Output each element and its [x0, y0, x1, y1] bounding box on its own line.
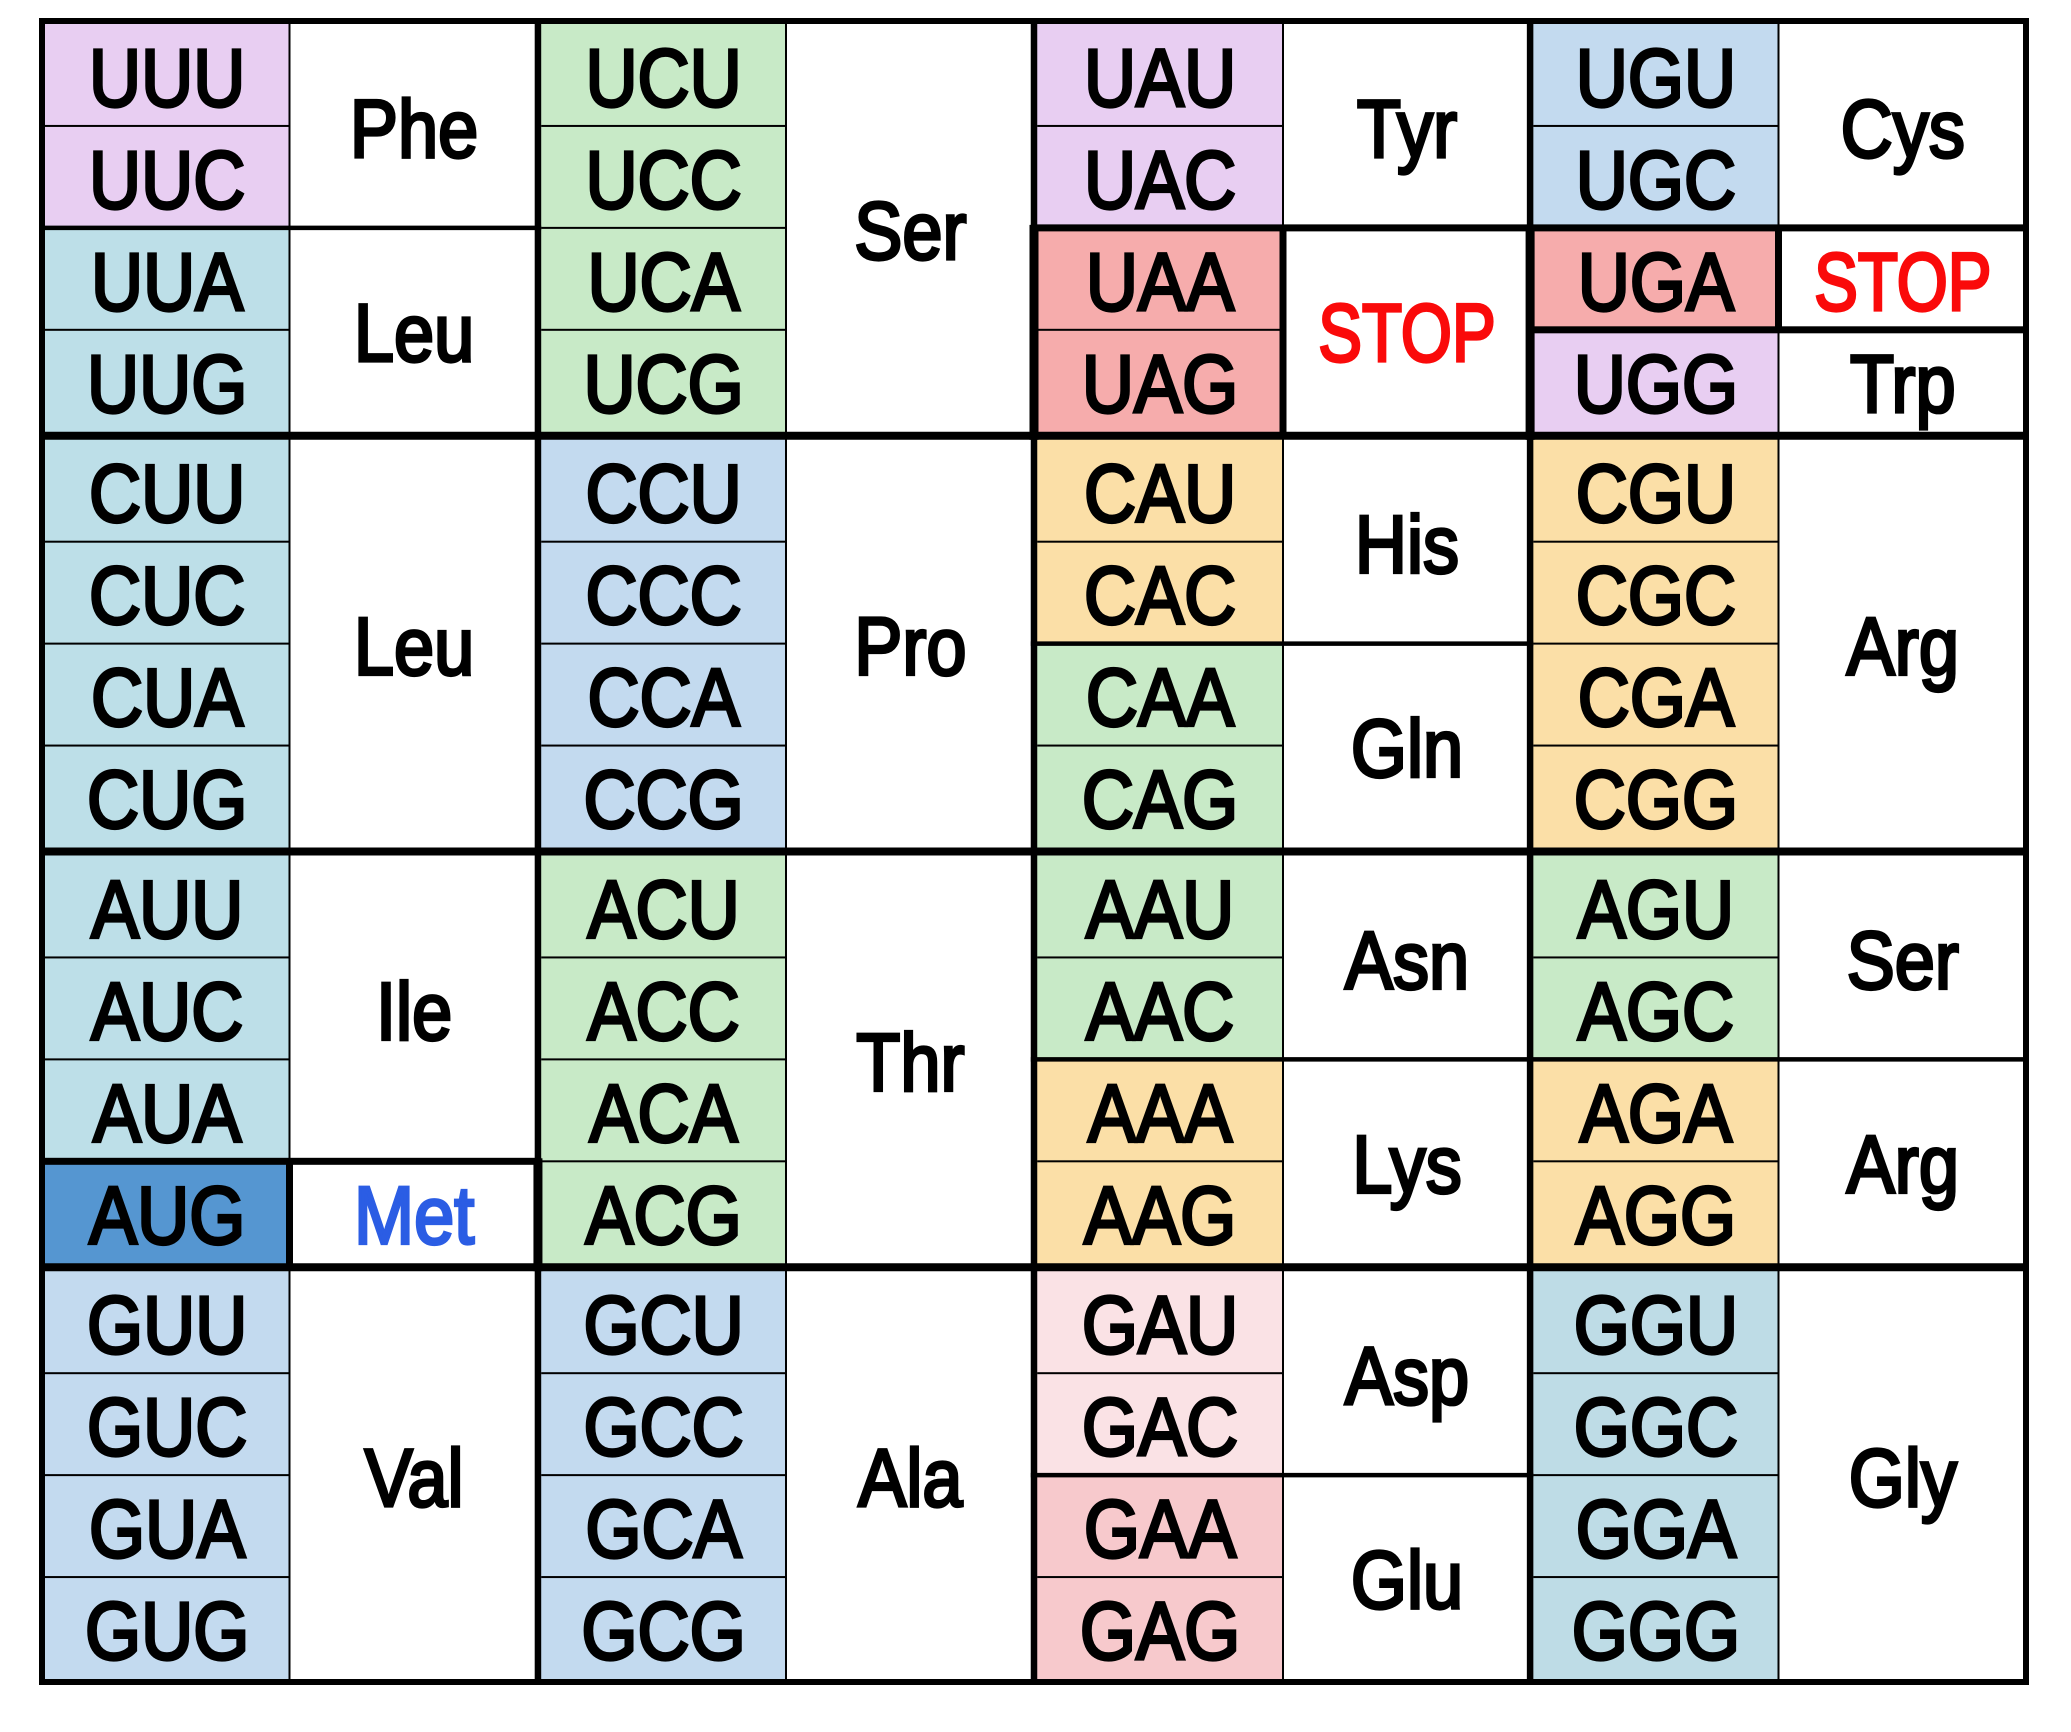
svg-text:Leu: Leu [354, 601, 474, 692]
svg-text:Lys: Lys [1352, 1119, 1462, 1210]
svg-text:Thr: Thr [856, 1017, 964, 1108]
svg-text:GAA: GAA [1084, 1484, 1237, 1575]
svg-text:UAA: UAA [1086, 237, 1235, 328]
svg-text:Arg: Arg [1847, 1119, 1959, 1210]
svg-text:CUU: CUU [89, 448, 245, 539]
svg-text:CUA: CUA [91, 652, 244, 743]
svg-text:AGA: AGA [1580, 1068, 1733, 1159]
svg-text:CGC: CGC [1576, 550, 1736, 641]
svg-text:Phe: Phe [350, 84, 478, 175]
svg-text:CAA: CAA [1086, 652, 1235, 743]
svg-text:Val: Val [365, 1433, 464, 1524]
svg-text:Glu: Glu [1351, 1535, 1463, 1626]
svg-text:UAC: UAC [1084, 135, 1236, 226]
svg-text:STOP: STOP [1318, 287, 1495, 379]
svg-text:ACG: ACG [585, 1170, 741, 1261]
svg-text:Met: Met [354, 1170, 474, 1261]
svg-text:CCA: CCA [587, 652, 740, 743]
svg-text:Ser: Ser [1847, 915, 1959, 1006]
svg-text:GGU: GGU [1574, 1280, 1738, 1371]
svg-text:UAG: UAG [1082, 339, 1238, 430]
svg-text:CAC: CAC [1084, 550, 1236, 641]
svg-text:Gln: Gln [1351, 703, 1463, 794]
svg-text:His: His [1355, 499, 1459, 590]
svg-text:Ser: Ser [854, 186, 966, 277]
svg-text:AGC: AGC [1578, 966, 1734, 1057]
svg-text:AUC: AUC [91, 966, 243, 1057]
svg-text:AGU: AGU [1578, 864, 1734, 955]
svg-text:AUG: AUG [89, 1170, 245, 1261]
svg-text:STOP: STOP [1814, 236, 1991, 328]
svg-text:ACC: ACC [587, 966, 739, 1057]
svg-text:AUA: AUA [93, 1068, 242, 1159]
svg-text:ACU: ACU [587, 864, 739, 955]
svg-text:GUU: GUU [87, 1280, 247, 1371]
svg-text:Tyr: Tyr [1357, 84, 1457, 175]
svg-text:AAU: AAU [1086, 864, 1234, 955]
svg-text:AGG: AGG [1576, 1170, 1736, 1261]
svg-text:Ala: Ala [858, 1433, 962, 1524]
svg-text:UGA: UGA [1578, 237, 1735, 328]
svg-text:CAU: CAU [1084, 448, 1236, 539]
svg-text:GAC: GAC [1082, 1382, 1238, 1473]
svg-text:UAU: UAU [1084, 33, 1236, 124]
svg-text:Trp: Trp [1850, 339, 1956, 430]
svg-text:CAG: CAG [1082, 754, 1238, 845]
svg-text:Asp: Asp [1345, 1331, 1469, 1422]
svg-text:CGA: CGA [1578, 652, 1735, 743]
svg-text:GAG: GAG [1080, 1586, 1240, 1677]
svg-text:UCC: UCC [585, 135, 741, 226]
svg-text:UGG: UGG [1574, 339, 1738, 430]
svg-text:CGU: CGU [1576, 448, 1736, 539]
svg-text:GCU: GCU [583, 1280, 743, 1371]
svg-text:UUU: UUU [89, 33, 245, 124]
svg-text:UUA: UUA [91, 237, 244, 328]
svg-text:CCC: CCC [585, 550, 741, 641]
svg-text:CCG: CCG [583, 754, 743, 845]
svg-text:ACA: ACA [589, 1068, 738, 1159]
svg-text:GUC: GUC [87, 1382, 247, 1473]
svg-text:Cys: Cys [1841, 84, 1965, 175]
svg-text:GAU: GAU [1082, 1280, 1238, 1371]
svg-text:UGC: UGC [1576, 135, 1736, 226]
svg-text:AAC: AAC [1086, 966, 1234, 1057]
svg-text:AUU: AUU [91, 864, 243, 955]
svg-text:GGC: GGC [1574, 1382, 1738, 1473]
svg-text:GUG: GUG [85, 1586, 249, 1677]
svg-text:GGG: GGG [1572, 1586, 1740, 1677]
svg-text:CGG: CGG [1574, 754, 1738, 845]
svg-text:GCC: GCC [583, 1382, 743, 1473]
svg-text:UCG: UCG [583, 339, 743, 430]
svg-text:GCA: GCA [585, 1484, 742, 1575]
svg-text:Leu: Leu [354, 288, 474, 379]
svg-text:AAA: AAA [1088, 1068, 1233, 1159]
svg-text:CUG: CUG [87, 754, 247, 845]
svg-text:CUC: CUC [89, 550, 245, 641]
svg-text:GUA: GUA [89, 1484, 246, 1575]
svg-text:UUC: UUC [89, 135, 245, 226]
svg-text:UUG: UUG [87, 339, 247, 430]
svg-text:GGA: GGA [1576, 1484, 1737, 1575]
svg-text:UGU: UGU [1576, 33, 1736, 124]
svg-text:GCG: GCG [581, 1586, 745, 1677]
svg-text:UCU: UCU [585, 33, 741, 124]
svg-text:CCU: CCU [585, 448, 741, 539]
svg-text:Gly: Gly [1849, 1433, 1958, 1524]
svg-text:AAG: AAG [1084, 1170, 1236, 1261]
svg-text:Arg: Arg [1847, 601, 1959, 692]
svg-text:UCA: UCA [587, 237, 740, 328]
svg-text:Pro: Pro [854, 601, 966, 692]
svg-text:Ile: Ile [376, 966, 452, 1057]
svg-text:Asn: Asn [1345, 915, 1469, 1006]
